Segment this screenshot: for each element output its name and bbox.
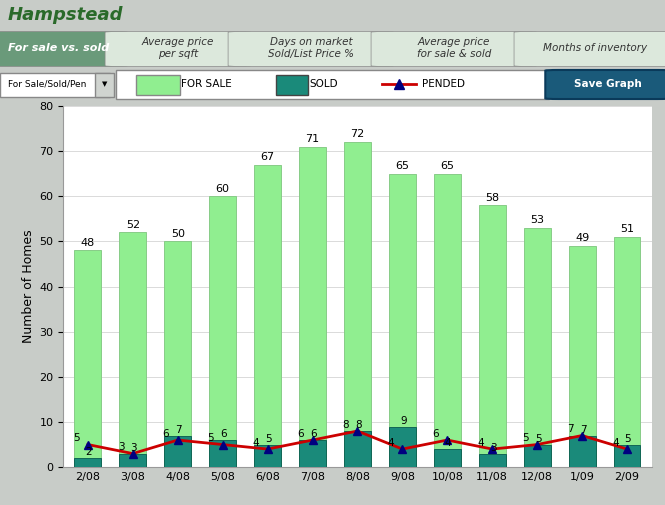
Text: 71: 71 <box>305 134 320 144</box>
FancyBboxPatch shape <box>136 75 180 94</box>
Bar <box>119 232 146 467</box>
Text: 7: 7 <box>176 425 182 435</box>
Text: 6: 6 <box>432 429 439 439</box>
Text: 50: 50 <box>171 229 185 239</box>
Bar <box>164 435 192 467</box>
Text: 58: 58 <box>485 192 499 203</box>
Text: 3: 3 <box>490 443 497 452</box>
Text: 5: 5 <box>265 434 272 444</box>
Y-axis label: Number of Homes: Number of Homes <box>22 230 35 343</box>
Bar <box>434 449 461 467</box>
Text: FOR SALE: FOR SALE <box>181 79 231 89</box>
Text: PENDED: PENDED <box>422 79 466 89</box>
Text: 7: 7 <box>567 424 574 434</box>
Text: 65: 65 <box>396 161 410 171</box>
Text: 6: 6 <box>297 429 304 439</box>
Text: 53: 53 <box>530 215 544 225</box>
Text: 65: 65 <box>440 161 454 171</box>
Bar <box>74 250 101 467</box>
Text: 3: 3 <box>130 443 137 452</box>
FancyBboxPatch shape <box>276 75 308 94</box>
Bar <box>389 174 416 467</box>
Text: ▼: ▼ <box>102 81 107 87</box>
Text: 9: 9 <box>400 416 406 426</box>
Text: SOLD: SOLD <box>309 79 338 89</box>
Bar <box>434 174 461 467</box>
Text: 52: 52 <box>126 220 140 230</box>
FancyBboxPatch shape <box>116 71 549 98</box>
Text: 7: 7 <box>580 425 587 435</box>
Text: 4: 4 <box>612 438 618 448</box>
Bar <box>209 440 236 467</box>
Text: Save Graph: Save Graph <box>574 79 642 89</box>
Bar <box>164 241 192 467</box>
Text: 5: 5 <box>624 434 631 444</box>
Text: 2: 2 <box>86 447 92 457</box>
FancyBboxPatch shape <box>0 73 110 97</box>
Text: 67: 67 <box>261 152 275 162</box>
Text: Average price
per sqft: Average price per sqft <box>142 37 214 59</box>
Text: 8: 8 <box>355 420 362 430</box>
Bar <box>344 431 371 467</box>
Text: Hampstead: Hampstead <box>8 6 124 24</box>
FancyBboxPatch shape <box>95 73 114 97</box>
Bar <box>479 206 505 467</box>
Text: 4: 4 <box>477 438 484 448</box>
Text: 3: 3 <box>118 442 124 452</box>
Bar <box>209 196 236 467</box>
Text: 5: 5 <box>535 434 541 444</box>
Bar <box>569 435 596 467</box>
Text: Months of inventory: Months of inventory <box>543 43 647 53</box>
Text: 4: 4 <box>445 438 452 448</box>
FancyBboxPatch shape <box>105 31 251 67</box>
Text: 5: 5 <box>207 433 214 443</box>
FancyBboxPatch shape <box>371 31 537 67</box>
Text: For sale vs. sold: For sale vs. sold <box>7 43 109 53</box>
Bar <box>389 427 416 467</box>
Text: 8: 8 <box>342 420 349 430</box>
Text: 5: 5 <box>73 433 80 443</box>
Text: 6: 6 <box>220 429 227 439</box>
Bar <box>74 458 101 467</box>
Bar <box>344 142 371 467</box>
Text: For Sale/Sold/Pen: For Sale/Sold/Pen <box>8 79 86 88</box>
Text: 4: 4 <box>388 438 394 448</box>
Bar <box>254 444 281 467</box>
FancyBboxPatch shape <box>545 70 665 99</box>
Text: 72: 72 <box>350 129 364 139</box>
Text: 4: 4 <box>253 438 259 448</box>
Bar <box>299 440 326 467</box>
Bar <box>254 165 281 467</box>
Text: Average price
for sale & sold: Average price for sale & sold <box>417 37 491 59</box>
Text: Days on market
Sold/List Price %: Days on market Sold/List Price % <box>268 37 354 59</box>
Bar <box>523 228 551 467</box>
FancyBboxPatch shape <box>0 31 128 67</box>
Text: 6: 6 <box>163 429 170 439</box>
FancyBboxPatch shape <box>514 31 665 67</box>
FancyBboxPatch shape <box>228 31 394 67</box>
Text: 48: 48 <box>80 238 95 248</box>
Text: 51: 51 <box>620 224 634 234</box>
Text: 5: 5 <box>522 433 529 443</box>
Text: 49: 49 <box>575 233 589 243</box>
Bar <box>299 146 326 467</box>
Bar <box>614 237 640 467</box>
Bar <box>569 246 596 467</box>
Bar <box>523 444 551 467</box>
Bar <box>119 453 146 467</box>
Text: 6: 6 <box>310 429 317 439</box>
Bar <box>479 453 505 467</box>
Text: 60: 60 <box>215 184 229 193</box>
Bar <box>614 444 640 467</box>
